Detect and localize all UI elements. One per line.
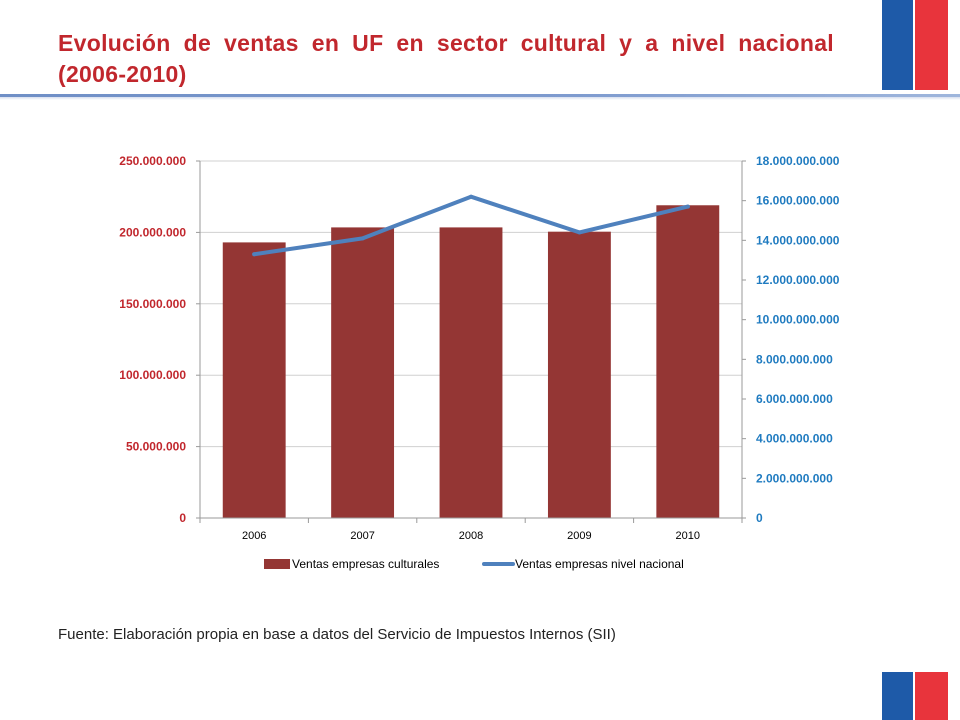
- flag-emblem-bottom: [882, 672, 948, 720]
- x-axis-label: 2009: [567, 530, 591, 542]
- bar-2008: [439, 227, 503, 519]
- flag-red-stripe: [915, 0, 948, 90]
- legend-label-line: Ventas empresas nivel nacional: [515, 557, 684, 571]
- slide-title: Evolución de ventas en UF en sector cult…: [58, 30, 834, 87]
- left-axis-tick-label: 50.000.000: [126, 440, 186, 454]
- source-note: Fuente: Elaboración propia en base a dat…: [58, 626, 616, 643]
- bar-2006: [222, 242, 286, 518]
- line-point-2007: [360, 236, 365, 241]
- right-axis-tick-label: 6.000.000.000: [756, 392, 833, 406]
- x-axis-label: 2007: [350, 530, 374, 542]
- line-point-2010: [685, 204, 690, 209]
- title-rule-shadow: [0, 97, 960, 100]
- flag-blue-stripe: [882, 0, 913, 90]
- x-axis-label: 2010: [676, 530, 700, 542]
- left-axis-tick-label: 200.000.000: [119, 225, 186, 239]
- right-axis-tick-label: 16.000.000.000: [756, 194, 840, 208]
- left-axis-tick-label: 250.000.000: [119, 154, 186, 168]
- right-axis-tick-label: 2.000.000.000: [756, 471, 833, 485]
- right-axis-tick-label: 12.000.000.000: [756, 273, 840, 287]
- right-axis-tick-label: 18.000.000.000: [756, 154, 840, 168]
- line-point-2008: [469, 194, 473, 199]
- right-axis-tick-label: 10.000.000.000: [756, 313, 840, 327]
- legend-label-bar: Ventas empresas culturales: [292, 557, 439, 571]
- left-axis-tick-label: 150.000.000: [119, 297, 186, 311]
- x-axis-label: 2006: [242, 530, 266, 542]
- line-point-2009: [577, 230, 582, 235]
- right-axis-tick-label: 0: [756, 511, 763, 525]
- legend-swatch-bar: [264, 559, 290, 569]
- x-axis-label: 2008: [459, 530, 483, 542]
- flag-emblem-top: [882, 0, 948, 90]
- left-axis-tick-label: 100.000.000: [119, 368, 186, 382]
- left-axis-tick-label: 0: [179, 511, 186, 525]
- right-axis-tick-label: 14.000.000.000: [756, 233, 840, 247]
- bar-2010: [656, 205, 720, 518]
- flag-red-stripe: [915, 672, 948, 720]
- flag-blue-stripe: [882, 672, 913, 720]
- right-axis-tick-label: 4.000.000.000: [756, 432, 833, 446]
- title-rule: [0, 94, 960, 97]
- bar-2009: [547, 231, 611, 518]
- bar-2007: [331, 227, 395, 519]
- right-axis-tick-label: 8.000.000.000: [756, 352, 833, 366]
- line-point-2006: [252, 252, 257, 257]
